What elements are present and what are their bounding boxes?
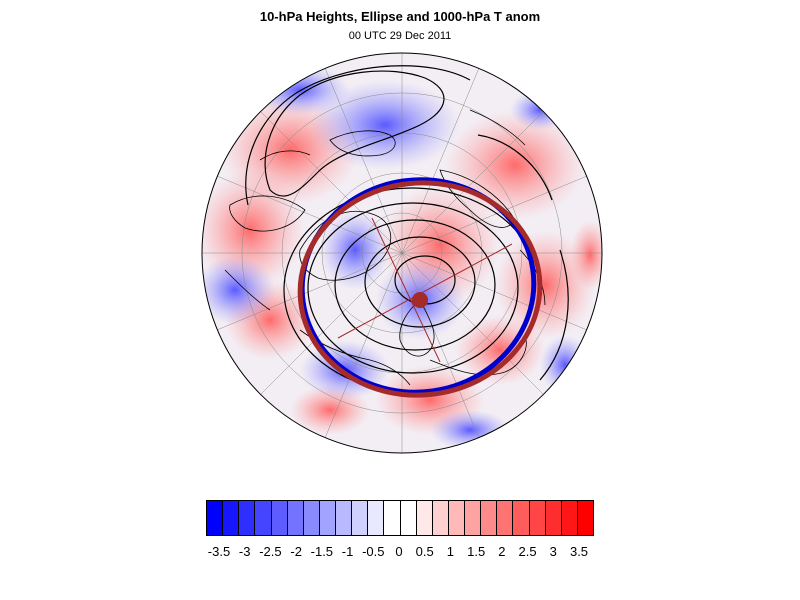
colorbar-swatch: [465, 501, 482, 535]
colorbar-swatch: [287, 501, 304, 535]
colorbar-swatch: [223, 501, 240, 535]
colorbar-tick-label: -2.5: [259, 544, 282, 559]
map-title: 10-hPa Heights, Ellipse and 1000-hPa T a…: [259, 9, 541, 24]
colorbar: [206, 500, 594, 536]
colorbar-tick-label: 2: [498, 544, 506, 559]
colorbar-swatch: [481, 501, 498, 535]
colorbar-swatch: [336, 501, 353, 535]
colorbar-tick-label: 2.5: [518, 544, 537, 559]
colorbar-swatch: [416, 501, 433, 535]
colorbar-tick-label: -0.5: [362, 544, 385, 559]
colorbar-swatch: [384, 501, 401, 535]
graticule: [202, 53, 602, 453]
colorbar-tick-label: -3.5: [207, 544, 231, 559]
red-ellipse: [297, 180, 543, 398]
colorbar-tick-label: 0.5: [415, 544, 434, 559]
colorbar-tick-label: -3: [238, 544, 251, 559]
colorbar-tick-label: -1: [341, 544, 354, 559]
colorbar-swatch: [513, 501, 530, 535]
map-subtitle: 00 UTC 29 Dec 2011: [348, 30, 452, 42]
colorbar-swatch: [303, 501, 320, 535]
colorbar-swatch: [400, 501, 417, 535]
colorbar-tick-label: -2: [290, 544, 302, 559]
ellipse-center-marker: [412, 292, 428, 308]
colorbar-swatch: [497, 501, 514, 535]
colorbar-tick-label: 0: [395, 544, 403, 559]
colorbar-swatch: [352, 501, 369, 535]
colorbar-swatch: [255, 501, 272, 535]
colorbar-swatch: [432, 501, 449, 535]
globe-outline: [201, 52, 603, 454]
colorbar-swatch: [577, 501, 593, 535]
colorbar-swatch: [239, 501, 256, 535]
colorbar-swatch: [271, 501, 288, 535]
colorbar-tick-label: -1.5: [310, 544, 334, 559]
colorbar-labels: -3.5 -3 -2.5 -2 -1.5 -1 -0.5 0 0.5 1 1.5 2 2.5 3 3.5: [0, 544, 800, 562]
colorbar-tick-label: 1.5: [467, 544, 486, 559]
colorbar-swatch: [319, 501, 336, 535]
colorbar-tick-label: 3.5: [569, 544, 589, 559]
colorbar-tick-label: 3: [549, 544, 557, 559]
colorbar-swatch: [545, 501, 562, 535]
colorbar-swatch: [207, 501, 224, 535]
colorbar-swatch: [529, 501, 546, 535]
colorbar-tick-label: 1: [446, 544, 455, 559]
colorbar-swatch: [448, 501, 465, 535]
colorbar-swatch: [561, 501, 578, 535]
ellipse-axes: [337, 217, 513, 363]
anomaly-field: [202, 53, 602, 453]
colorbar-swatch: [368, 501, 385, 535]
